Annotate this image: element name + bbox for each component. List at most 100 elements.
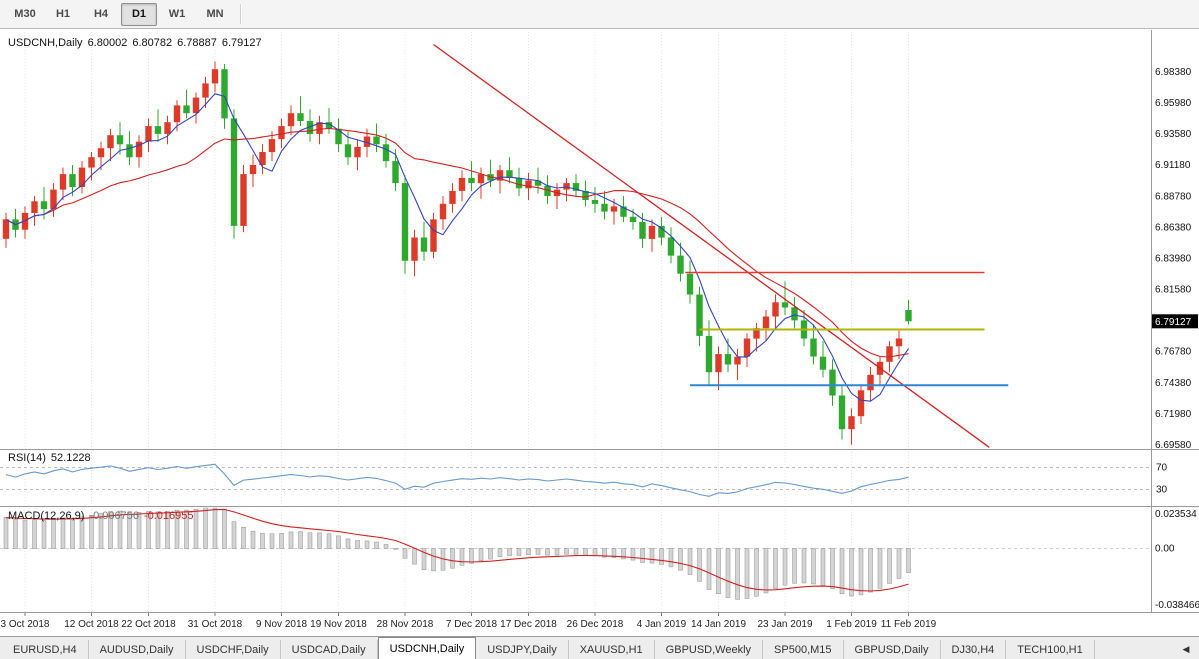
candle bbox=[620, 196, 627, 222]
candle bbox=[829, 359, 836, 406]
candle bbox=[335, 118, 342, 152]
candle bbox=[686, 260, 694, 304]
candle bbox=[772, 294, 779, 329]
price-axis-label: 6.91180 bbox=[1155, 160, 1191, 171]
candle bbox=[468, 161, 475, 191]
candle bbox=[230, 109, 238, 239]
chart-tab-usdcnh-daily[interactable]: USDCNH,Daily bbox=[377, 637, 477, 659]
macd-axis-label: -0.038466 bbox=[1155, 600, 1199, 611]
candle bbox=[895, 330, 903, 360]
date-axis-label: 23 Jan 2019 bbox=[757, 619, 812, 630]
date-axis-label: 7 Dec 2018 bbox=[446, 619, 498, 630]
date-axis-label: 14 Jan 2019 bbox=[691, 619, 746, 630]
rsi-level-label: 70 bbox=[1156, 463, 1168, 474]
date-axis-label: 12 Oct 2018 bbox=[64, 619, 119, 630]
macd-pane[interactable] bbox=[0, 507, 1151, 600]
timeframe-button-d1[interactable]: D1 bbox=[121, 2, 157, 26]
chart-window: 3 Oct 2018 12 Oct 2018 22 Oct 2018 31 Oct 2… bbox=[0, 30, 1199, 636]
date-axis-label: 11 Feb 2019 bbox=[881, 619, 937, 630]
candle bbox=[164, 115, 171, 145]
price-axis-label: 6.93580 bbox=[1155, 129, 1192, 140]
candle bbox=[411, 229, 418, 277]
chart-tab-eurusd-h4[interactable]: EURUSD,H4 bbox=[2, 640, 89, 659]
candle bbox=[591, 187, 599, 213]
rsi-pane[interactable] bbox=[0, 463, 1151, 497]
ma-slow-line bbox=[5, 127, 909, 358]
candle bbox=[287, 105, 295, 136]
candle bbox=[268, 131, 276, 162]
candle bbox=[59, 167, 67, 200]
candle bbox=[848, 408, 855, 445]
candle bbox=[31, 196, 38, 226]
candle bbox=[743, 333, 751, 367]
timeframe-button-w1[interactable]: W1 bbox=[168, 8, 186, 20]
macd-histogram bbox=[3, 507, 911, 600]
price-axis-label: 6.69580 bbox=[1155, 440, 1192, 451]
chart-tab-gbpusd-daily[interactable]: GBPUSD,Daily bbox=[844, 640, 941, 659]
candle bbox=[563, 177, 570, 202]
candle bbox=[401, 175, 409, 274]
candle bbox=[819, 341, 827, 378]
candle bbox=[183, 89, 190, 119]
chart-tab-usdjpy-daily[interactable]: USDJPY,Daily bbox=[476, 640, 569, 659]
tab-scroll-left-icon[interactable]: ◀ bbox=[1182, 644, 1190, 654]
timeframe-button-mn[interactable]: MN bbox=[206, 8, 224, 20]
candle bbox=[781, 281, 789, 316]
candle bbox=[648, 219, 656, 252]
svg-text:6.79127: 6.79127 bbox=[1155, 317, 1192, 328]
chart-tab-tech100-h1[interactable]: TECH100,H1 bbox=[1006, 640, 1095, 659]
candle bbox=[373, 123, 380, 152]
macd-axis-label: 0.00 bbox=[1155, 544, 1175, 555]
ma-fast-line bbox=[5, 93, 909, 402]
candle bbox=[430, 212, 437, 259]
date-axis-label: 31 Oct 2018 bbox=[188, 619, 243, 630]
main-pane[interactable] bbox=[2, 43, 1009, 448]
timeframe-button-m30[interactable]: M30 bbox=[14, 8, 36, 20]
candle bbox=[753, 323, 760, 352]
price-axis-label: 6.88780 bbox=[1155, 191, 1192, 202]
candle bbox=[88, 152, 95, 181]
rsi-level-label: 30 bbox=[1156, 485, 1168, 496]
candle bbox=[97, 141, 105, 171]
chart-tab-usdcad-daily[interactable]: USDCAD,Daily bbox=[281, 640, 378, 659]
candle bbox=[78, 161, 86, 194]
candle bbox=[601, 190, 608, 220]
macd-signal-line bbox=[5, 508, 909, 592]
candle bbox=[392, 149, 399, 191]
chart-tab-dj30-h4[interactable]: DJ30,H4 bbox=[941, 640, 1007, 659]
candle bbox=[420, 222, 428, 261]
chart-tab-usdchf-daily[interactable]: USDCHF,Daily bbox=[186, 640, 281, 659]
candle bbox=[791, 297, 798, 329]
date-axis-label: 17 Dec 2018 bbox=[500, 619, 557, 630]
date-axis-label: 4 Jan 2019 bbox=[637, 619, 687, 630]
timeframe-toolbar: M30 H1 H4 D1 W1 MN bbox=[0, 0, 1199, 29]
candle bbox=[658, 216, 665, 246]
chart-tab-audusd-daily[interactable]: AUDUSD,Daily bbox=[89, 640, 186, 659]
price-axis-label: 6.95980 bbox=[1155, 98, 1192, 109]
chart-tab-gbpusd-weekly[interactable]: GBPUSD,Weekly bbox=[655, 640, 764, 659]
timeframe-button-h4[interactable]: H4 bbox=[93, 8, 109, 20]
current-price-badge: 6.79127 bbox=[1152, 314, 1198, 329]
chart-tab-xauusd-h1[interactable]: XAUUSD,H1 bbox=[569, 640, 655, 659]
candle bbox=[867, 367, 874, 401]
candle bbox=[734, 348, 741, 380]
price-axis-label: 6.74380 bbox=[1155, 378, 1192, 389]
candle bbox=[145, 118, 152, 152]
date-axis-label: 28 Nov 2018 bbox=[377, 619, 434, 630]
candle bbox=[838, 385, 846, 440]
candle bbox=[696, 286, 703, 347]
candle bbox=[107, 128, 114, 162]
timeframe-button-h1[interactable]: H1 bbox=[55, 8, 71, 20]
candle bbox=[582, 180, 589, 207]
candle bbox=[344, 131, 352, 165]
candle bbox=[69, 165, 76, 197]
candle bbox=[677, 242, 684, 282]
candle bbox=[810, 325, 817, 365]
chart-tab-sp500-m15[interactable]: SP500,M15 bbox=[763, 640, 844, 659]
descending-trendline[interactable] bbox=[433, 43, 990, 448]
date-axis[interactable]: 3 Oct 2018 12 Oct 2018 22 Oct 2018 31 Oct 2… bbox=[1, 613, 937, 630]
price-axis[interactable]: 70 30 0.023534 0.00 -0.038466 6.98380 6.95980 6… bbox=[1152, 67, 1199, 611]
chart-canvas[interactable]: 3 Oct 2018 12 Oct 2018 22 Oct 2018 31 Oct 2… bbox=[0, 30, 1199, 636]
candle bbox=[515, 167, 523, 197]
candle bbox=[154, 109, 162, 142]
